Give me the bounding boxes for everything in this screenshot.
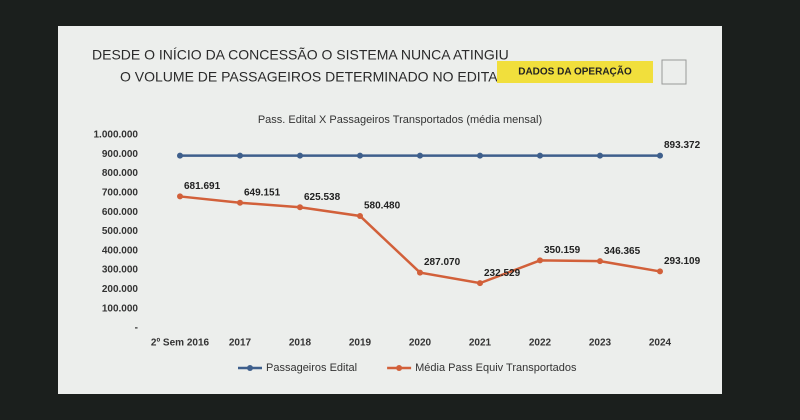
point <box>357 152 363 159</box>
point <box>597 258 603 265</box>
box <box>661 59 687 85</box>
chart-title: Pass. Edital X Passageiros Transportados… <box>258 114 542 126</box>
point <box>177 193 183 200</box>
legend-marker <box>247 365 253 371</box>
slide <box>58 26 722 394</box>
y-tick-label: 900.000 <box>102 149 139 160</box>
legend-label: Passageiros Edital <box>266 362 357 374</box>
y-tick-label: 200.000 <box>102 284 139 295</box>
data-label: 681.691 <box>184 181 221 192</box>
x-tick-label: 2º Sem 2016 <box>151 338 210 349</box>
y-tick-label: 600.000 <box>102 207 139 218</box>
y-tick-label: - <box>135 323 138 334</box>
x-tick-label: 2018 <box>289 338 312 349</box>
point <box>537 152 543 159</box>
point <box>477 280 483 287</box>
y-tick-label: 500.000 <box>102 226 139 237</box>
button-label[interactable]: DADOS DA OPERAÇÃO <box>518 65 632 78</box>
point <box>357 212 363 219</box>
data-label: 649.151 <box>244 187 281 198</box>
point <box>477 152 483 159</box>
point <box>657 152 663 159</box>
data-label: 350.159 <box>544 245 581 256</box>
legend-marker <box>396 365 403 371</box>
point <box>177 152 183 159</box>
point <box>417 269 423 276</box>
button[interactable] <box>497 61 653 83</box>
y-tick-label: 400.000 <box>102 245 139 256</box>
x-tick-label: 2021 <box>469 338 492 349</box>
data-label: 580.480 <box>364 201 401 212</box>
x-tick-label: 2017 <box>229 338 252 349</box>
x-tick-label: 2020 <box>409 338 432 349</box>
x-tick-label: 2019 <box>349 338 372 349</box>
point <box>537 257 543 264</box>
point <box>297 152 303 159</box>
y-tick-label: 1.000.000 <box>94 130 139 141</box>
data-label: 346.365 <box>604 246 641 257</box>
x-tick-label: 2023 <box>589 338 612 349</box>
y-tick-label: 800.000 <box>102 168 139 179</box>
x-tick-label: 2024 <box>649 338 672 349</box>
point <box>237 199 243 206</box>
point <box>417 152 423 159</box>
data-label: 232.529 <box>484 268 521 279</box>
y-tick-label: 100.000 <box>102 303 139 314</box>
point <box>657 268 663 275</box>
data-label: 293.109 <box>664 256 701 267</box>
data-label: 287.070 <box>424 257 461 268</box>
point <box>597 152 603 159</box>
data-label: 625.538 <box>304 192 341 203</box>
header-line: DESDE O INÍCIO DA CONCESSÃO O SISTEMA NU… <box>92 47 509 63</box>
header-line: O VOLUME DE PASSAGEIROS DETERMINADO NO E… <box>120 69 509 85</box>
y-tick-label: 300.000 <box>102 265 139 276</box>
legend-label: Média Pass Equiv Transportados <box>415 362 577 374</box>
y-tick-label: 700.000 <box>102 188 139 199</box>
x-tick-label: 2022 <box>529 338 552 349</box>
point <box>297 204 303 211</box>
data-label: 893.372 <box>664 140 701 151</box>
point <box>237 152 243 159</box>
